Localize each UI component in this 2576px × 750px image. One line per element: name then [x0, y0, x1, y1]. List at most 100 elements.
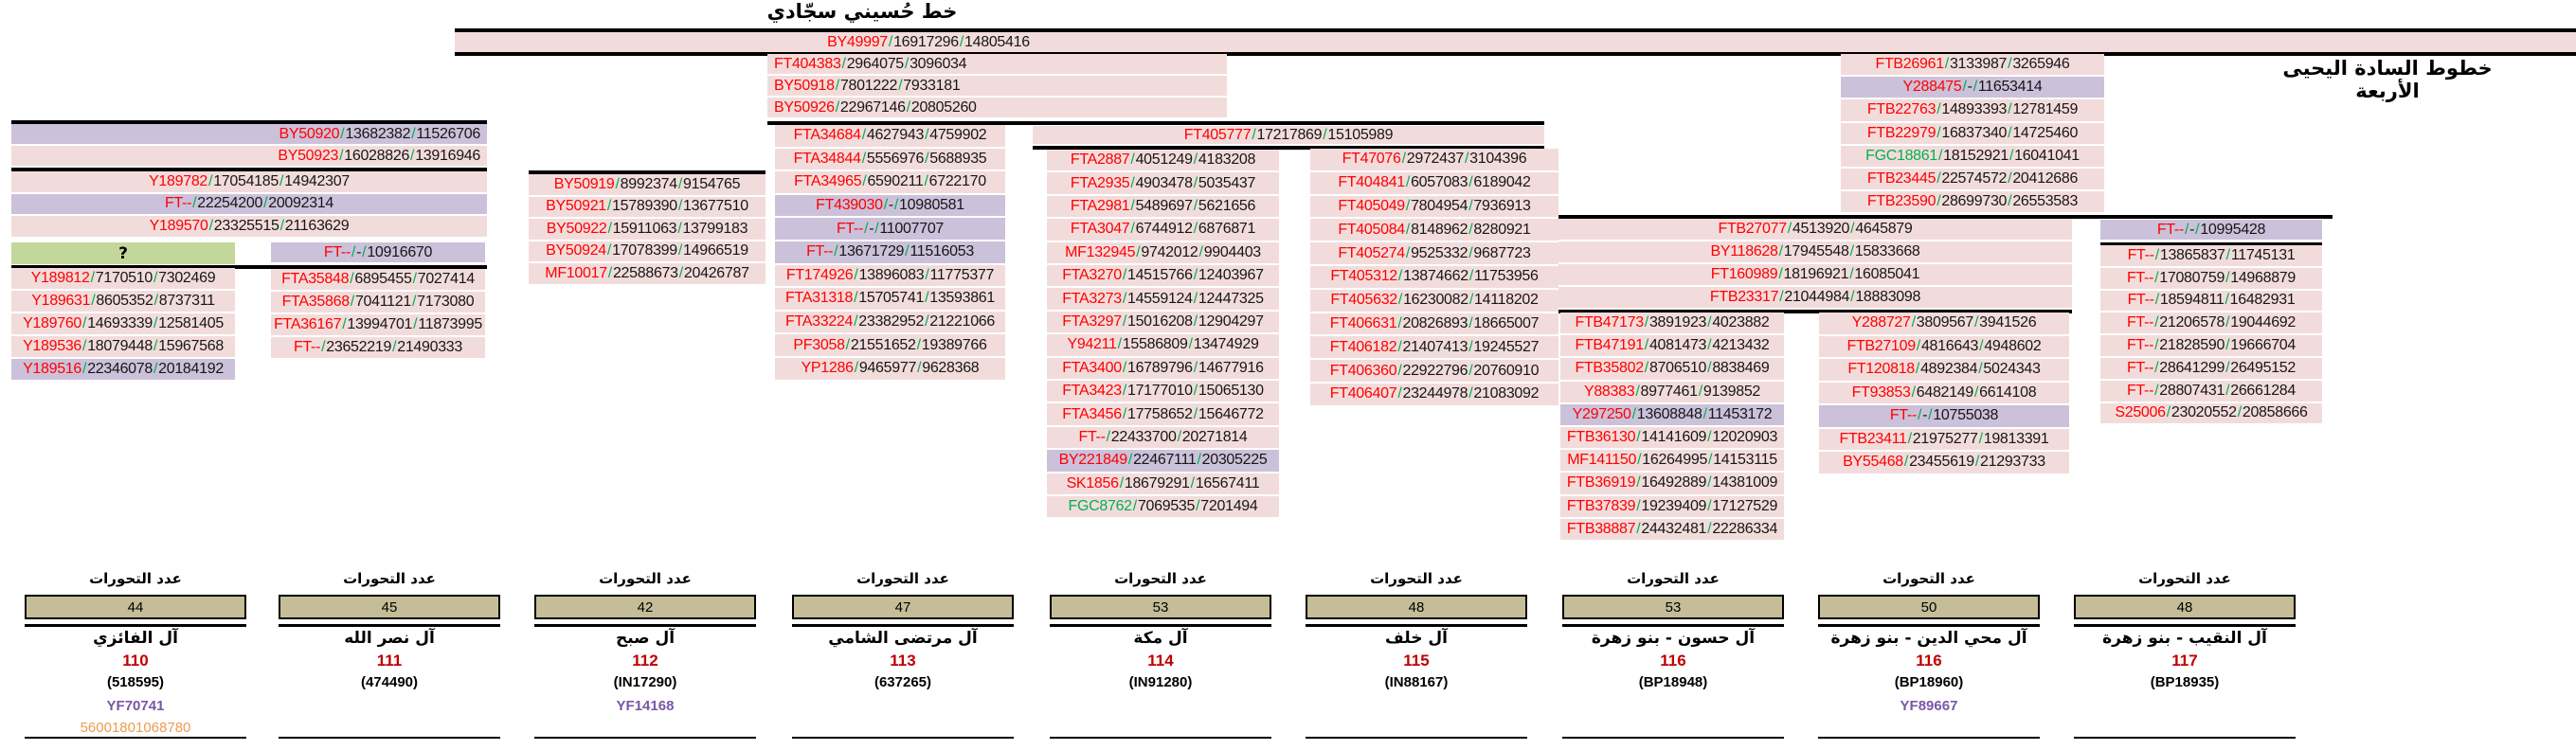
column-divider-line: [792, 624, 1014, 627]
snp-value: /: [2008, 193, 2012, 210]
family-number: 110: [122, 652, 149, 670]
snp-name: FTA2887: [1070, 152, 1130, 169]
snp-cell: BY118628/17945548/15833668: [1558, 241, 2072, 262]
snp-cell: FT--/28807431/26661284: [2100, 380, 2322, 402]
mutations-count-box: 48: [2074, 595, 2296, 619]
root-snp-text: BY49997/16917296/14805416: [644, 32, 1213, 52]
snp-value: /: [925, 266, 929, 283]
snp-value: 4183208: [1198, 152, 1256, 169]
snp-name: FTB26961: [1875, 56, 1944, 73]
snp-value: /: [2225, 382, 2230, 399]
snp-value: /: [153, 315, 158, 331]
snp-value: /: [1117, 336, 1122, 353]
snp-name: FTB38887: [1566, 520, 1636, 537]
snp-cell: Y88383/8977461/9139852: [1560, 381, 1784, 402]
snp-value: 17078399: [612, 242, 677, 259]
snp-value: /: [1636, 520, 1641, 537]
snp-cell: BY50923/16028826/13916946: [11, 146, 487, 166]
snp-name: BY50920: [279, 125, 340, 142]
snp-value: 6722170: [928, 173, 987, 190]
snp-value: /: [1323, 126, 1327, 143]
snp-value: /: [1122, 312, 1126, 330]
root-line-title: خط حُسيني سجّادي: [766, 0, 958, 23]
branch-line: [1558, 310, 2072, 313]
snp-value: 3809567: [1916, 314, 1974, 331]
snp-value: /: [192, 195, 197, 212]
snp-value: 14942307: [284, 172, 350, 189]
snp-value: /: [854, 290, 858, 307]
snp-value: 15833668: [1854, 243, 1920, 259]
snp-value: /: [208, 172, 213, 189]
snp-name: Y94211: [1067, 336, 1117, 353]
snp-cell: FTA35868/7041121/7173080: [271, 292, 485, 312]
snp-value: 12781459: [2012, 101, 2079, 118]
snp-name: FTB23317: [1709, 289, 1779, 305]
snp-name: Y189536: [23, 338, 82, 354]
snp-cell: FT404383/2964075/3096034: [767, 54, 1227, 74]
snp-value: /: [1903, 454, 1909, 471]
snp-value: 10995428: [2200, 221, 2266, 238]
snp-cell: FT93853/6482149/6614108: [1819, 382, 2069, 403]
snp-cell: FTA35848/6895455/7027414: [271, 269, 485, 290]
snp-name: FT120818: [1847, 361, 1915, 378]
snp-name: PF3058: [793, 336, 845, 353]
column-divider-line: [1050, 624, 1271, 627]
snp-value: 14118202: [1474, 292, 1539, 309]
snp-cell: FT--/21828590/19666704: [2100, 335, 2322, 356]
snp-cell: FT--/13865837/11745131: [2100, 245, 2322, 266]
snp-value: /: [1122, 383, 1126, 400]
kit-number: (637265): [874, 674, 932, 690]
snp-value: 19239409: [1641, 497, 1707, 514]
mutations-count-box: 45: [279, 595, 500, 619]
snp-value: 14693339: [87, 315, 153, 331]
family-name: آل حسون - بنو زهرة: [1591, 629, 1756, 648]
snp-value: 5024343: [1983, 361, 2041, 378]
family-number: 116: [1916, 652, 1942, 670]
snp-cell: FTB27109/4816643/4948602: [1819, 335, 2069, 357]
snp-value: /: [2195, 221, 2200, 238]
snp-value: /: [1132, 498, 1137, 515]
snp-cell: FT405084/8148962/8280921: [1310, 219, 1558, 241]
snp-value: /: [1708, 452, 1713, 469]
snp-value: 7936913: [1473, 197, 1531, 214]
snp-name: FTA3270: [1062, 267, 1122, 284]
snp-value: 13671729: [838, 243, 905, 260]
snp-value: 7170510: [95, 270, 153, 286]
snp-value: 5556976: [866, 150, 925, 167]
family-name: آل مكة: [1133, 629, 1188, 648]
snp-cell: FT--/28641299/26495152: [2100, 358, 2322, 379]
snp-cell: MF141150/16264995/14153115: [1560, 450, 1784, 472]
snp-value: -: [356, 243, 362, 260]
family-number: 115: [1403, 652, 1430, 670]
family-name: آل محي الدين - بنو زهرة: [1830, 629, 2027, 648]
snp-cell: FTB36130/14141609/12020903: [1560, 427, 1784, 449]
mutations-count-box: 53: [1050, 595, 1271, 619]
snp-value: 16837340: [1941, 124, 2008, 141]
unknown-branch-cell: ?: [11, 242, 235, 264]
snp-value: 16264995: [1642, 452, 1708, 469]
snp-value: /: [1707, 429, 1712, 446]
snp-value: /: [874, 220, 879, 237]
snp-name: FT--: [836, 220, 864, 237]
yftree-id: YF70741: [106, 698, 165, 714]
snp-value: /: [1252, 126, 1256, 143]
snp-cell: Y189812/7170510/7302469: [11, 268, 235, 289]
snp-value: /: [2008, 101, 2012, 118]
snp-name: BY221849: [1058, 452, 1128, 469]
branch-line: [767, 121, 1042, 125]
snp-value: /: [1937, 193, 1941, 210]
snp-value: 22922796: [1402, 362, 1468, 379]
snp-value: /: [2225, 246, 2230, 263]
snp-value: 7302469: [158, 270, 216, 286]
snp-value: 8838469: [1712, 360, 1770, 377]
snp-value: /: [1401, 151, 1406, 168]
mutations-count-box: 44: [25, 595, 246, 619]
snp-value: 18152921: [1943, 147, 2009, 164]
snp-value: /: [1468, 292, 1474, 309]
snp-cell: FTB23445/22574572/20412686: [1841, 169, 2104, 190]
family-name: آل خلف: [1385, 629, 1448, 648]
snp-value: /: [925, 313, 929, 330]
snp-cell: Y288727/3809567/3941526: [1819, 312, 2069, 334]
snp-value: 23020552: [2171, 404, 2237, 421]
snp-value: 11873995: [418, 316, 482, 332]
